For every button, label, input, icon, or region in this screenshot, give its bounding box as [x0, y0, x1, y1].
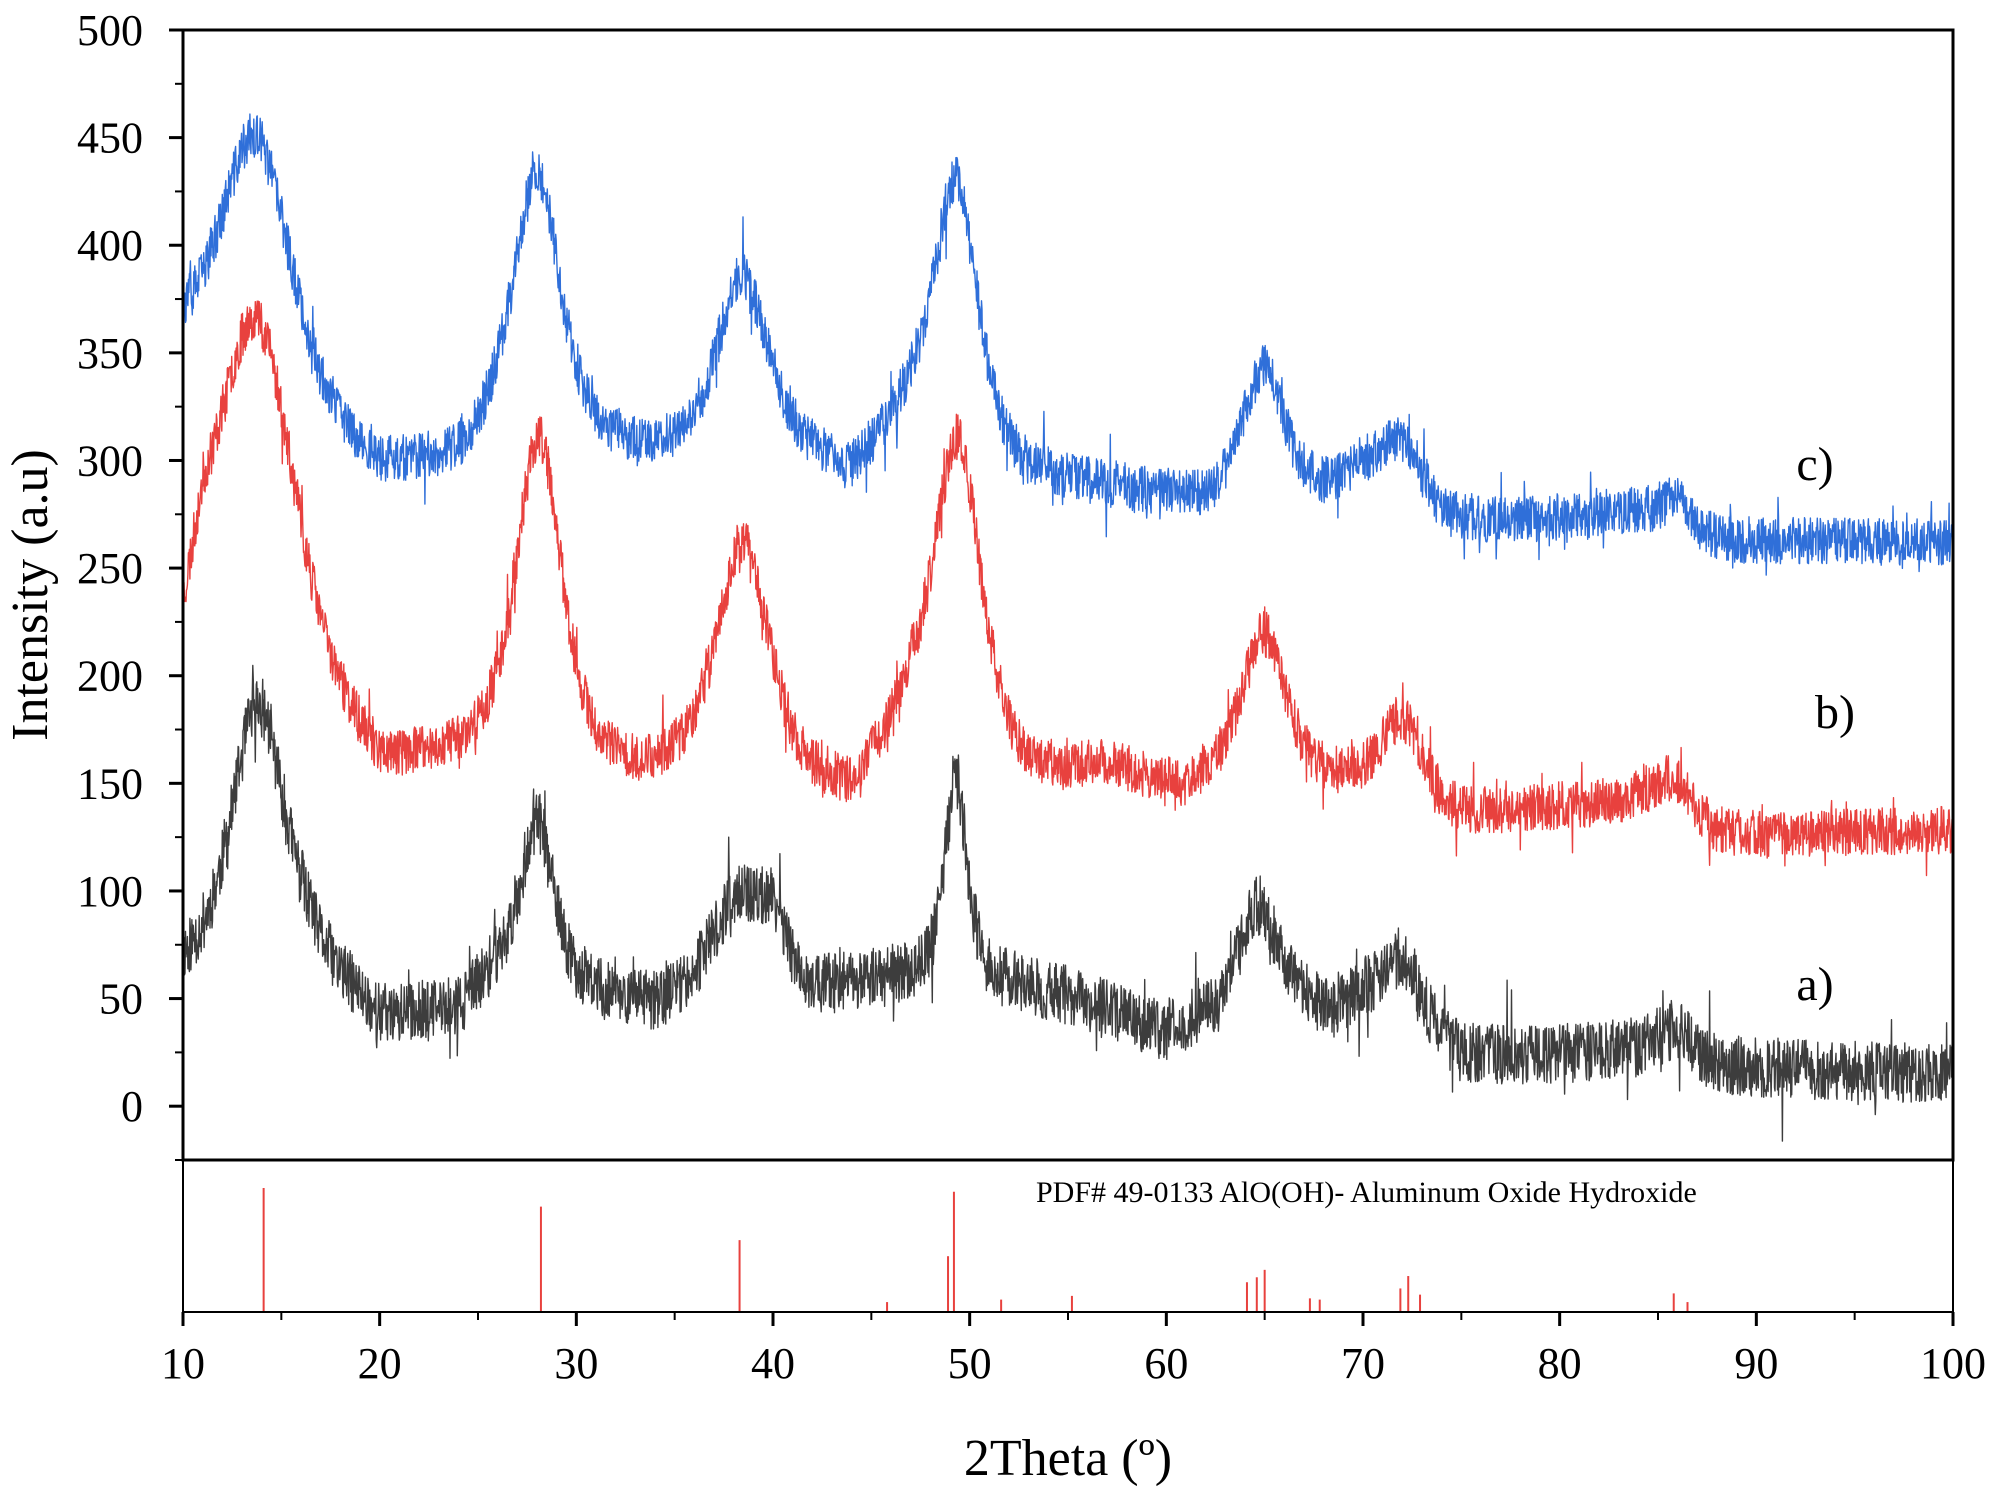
x-tick-label: 40: [751, 1339, 795, 1388]
series-line: [182, 113, 1954, 576]
reference-pattern-label: PDF# 49-0133 AlO(OH)- Aluminum Oxide Hyd…: [1036, 1176, 1697, 1209]
x-tick-label: 30: [554, 1339, 598, 1388]
curve-label: b): [1815, 686, 1855, 739]
x-tick-label: 10: [161, 1339, 205, 1388]
y-tick-label: 200: [77, 652, 143, 701]
y-tick-label: 400: [77, 221, 143, 270]
series-line: [182, 664, 1954, 1142]
reference-lines: [262, 1188, 1689, 1312]
y-tick-label: 300: [77, 436, 143, 485]
series-line: [182, 300, 1954, 877]
x-tick-label: 20: [358, 1339, 402, 1388]
x-tick-label: 70: [1341, 1339, 1385, 1388]
curve-label: a): [1796, 958, 1833, 1011]
x-tick-label: 50: [948, 1339, 992, 1388]
x-axis: 10 20 30 40 50 60 70 80 90 100: [161, 1312, 1986, 1388]
y-tick-label: 500: [77, 6, 143, 55]
x-tick-label: 100: [1920, 1339, 1986, 1388]
y-tick-label: 350: [77, 329, 143, 378]
x-tick-label: 90: [1734, 1339, 1778, 1388]
curve-label: c): [1796, 438, 1833, 491]
y-axis: 0 50 100 150 200 250 300 350 400 450 500: [77, 6, 183, 1161]
series-layer: [182, 113, 1954, 1142]
y-tick-label: 450: [77, 114, 143, 163]
curve-labels: a) b) c): [1796, 438, 1855, 1011]
y-tick-label: 100: [77, 867, 143, 916]
y-tick-label: 50: [99, 975, 143, 1024]
x-tick-label: 60: [1144, 1339, 1188, 1388]
x-axis-title: 2Theta (º): [964, 1430, 1172, 1487]
y-tick-label: 250: [77, 544, 143, 593]
y-tick-label: 0: [121, 1082, 143, 1131]
y-axis-title: Intensity (a.u): [2, 449, 59, 741]
y-tick-label: 150: [77, 759, 143, 808]
x-tick-label: 80: [1538, 1339, 1582, 1388]
